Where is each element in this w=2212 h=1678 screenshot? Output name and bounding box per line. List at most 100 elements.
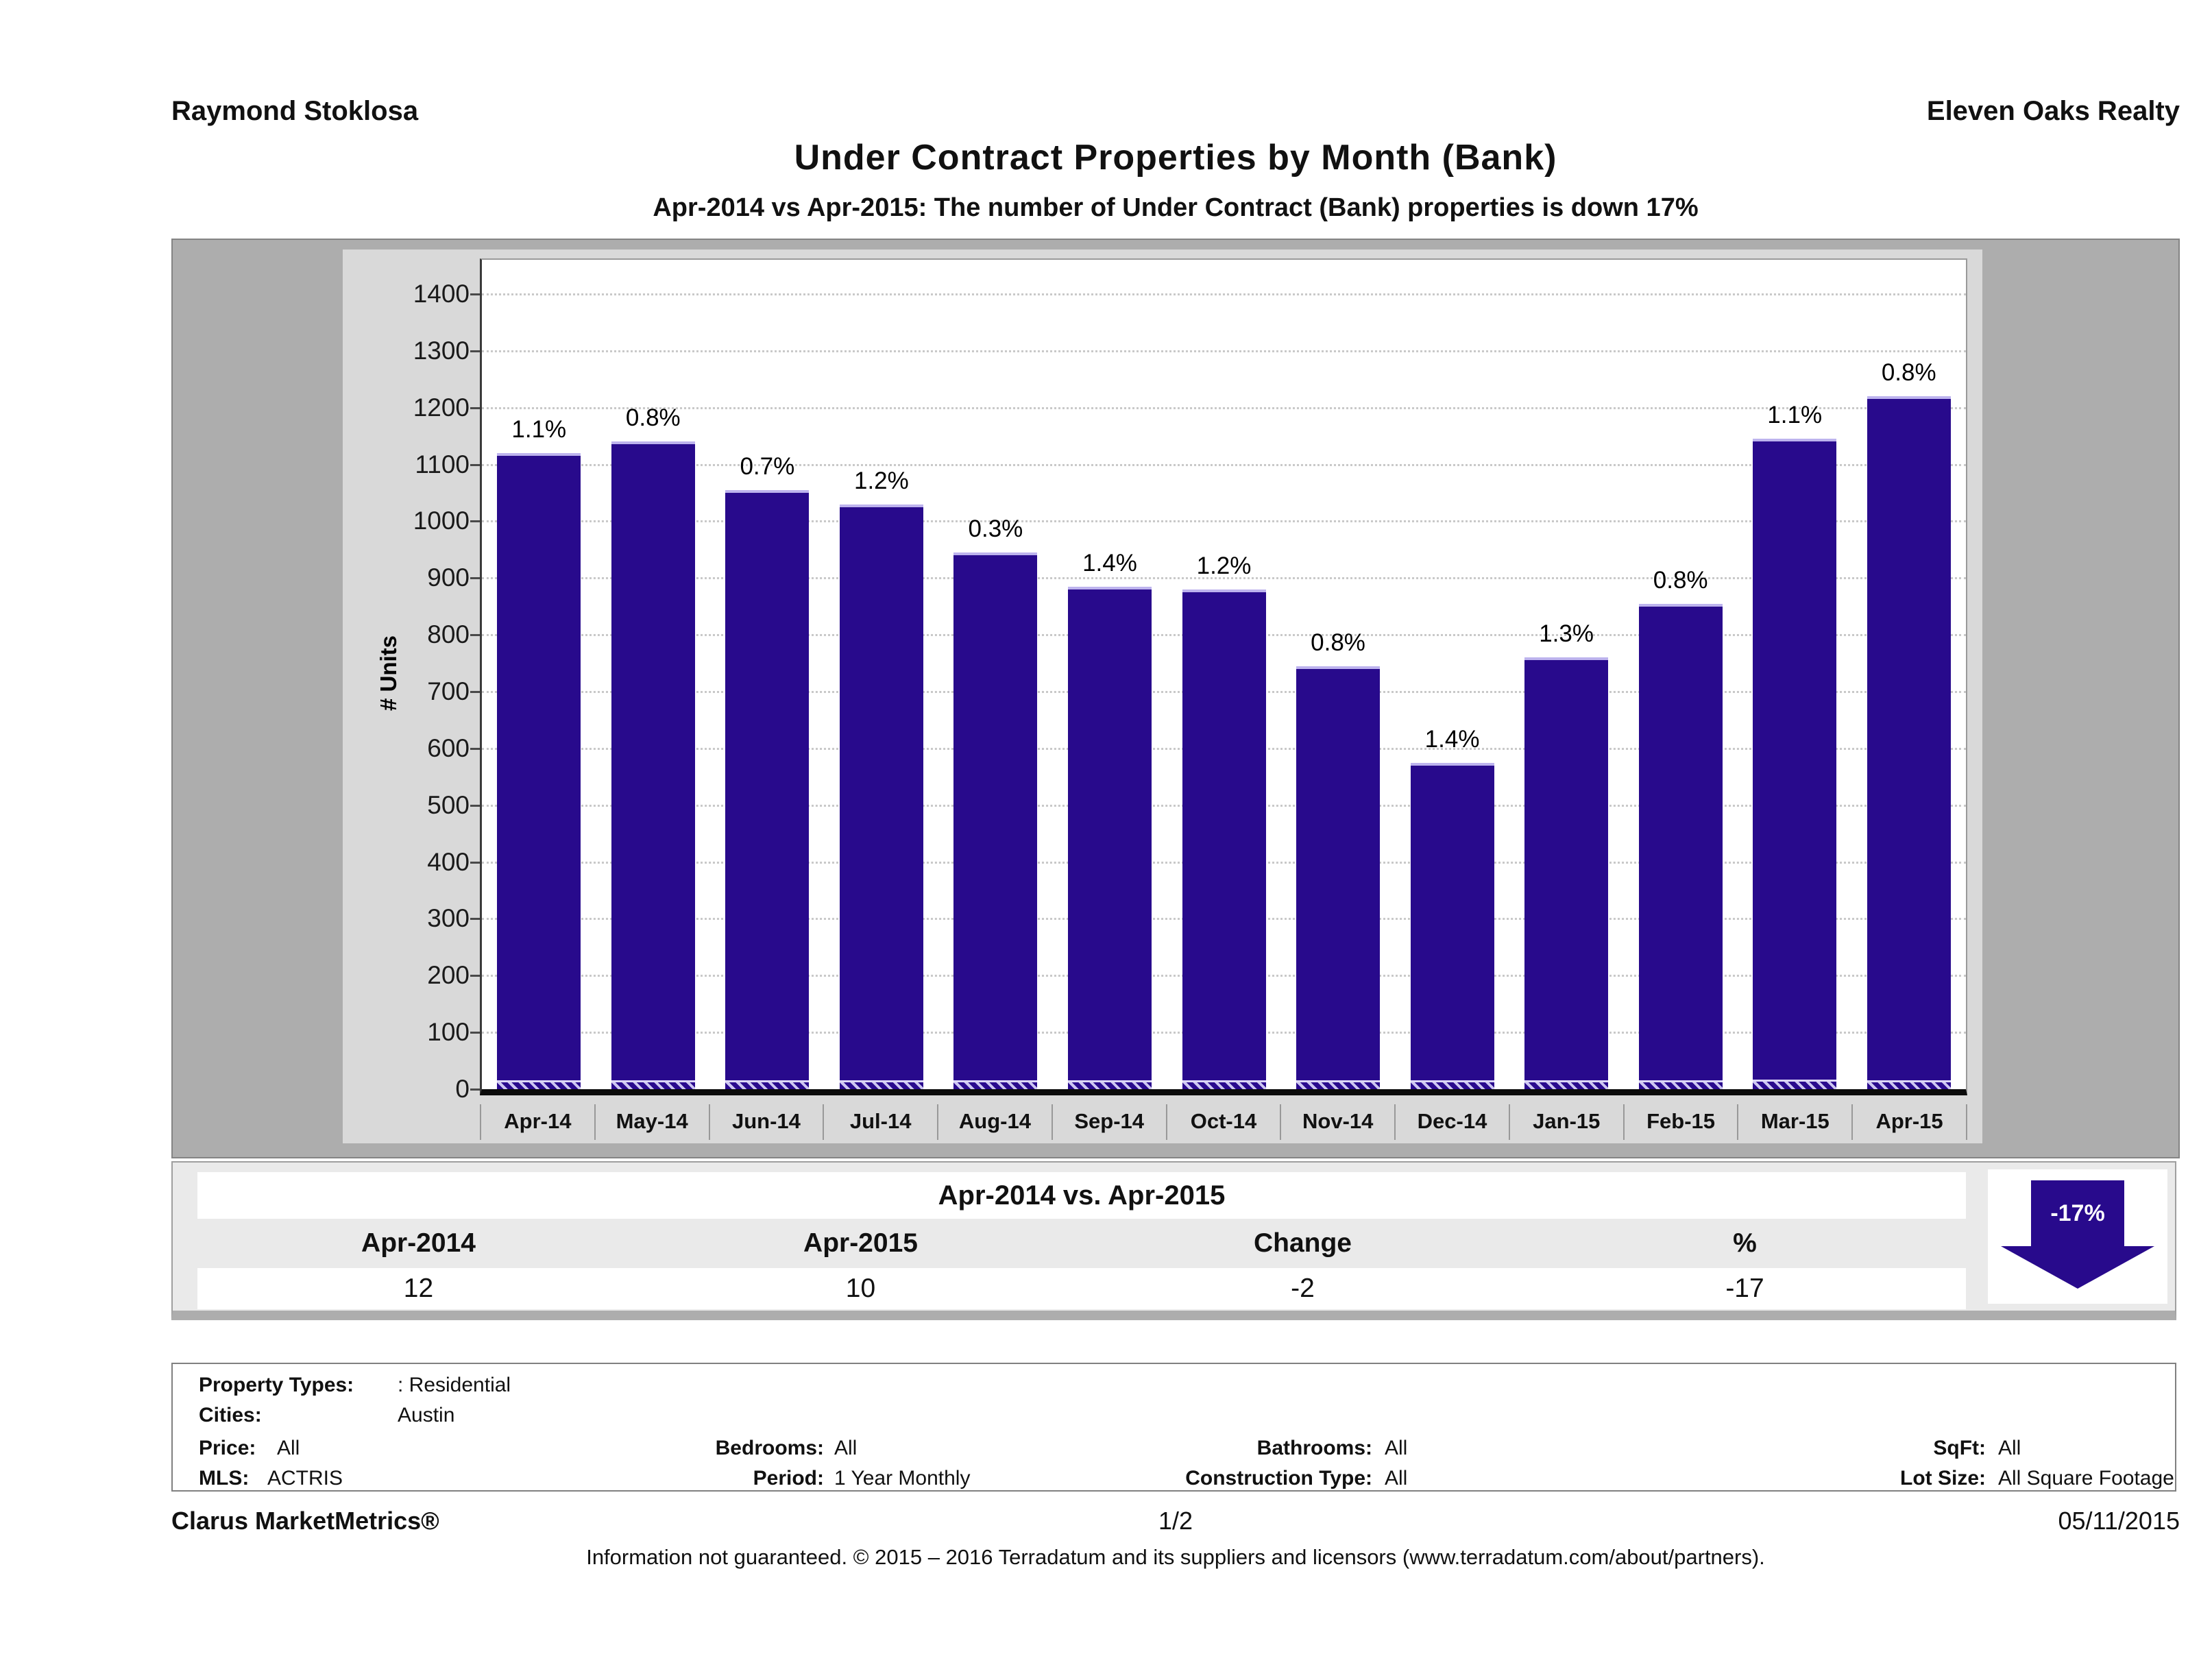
price-label: Price: (199, 1437, 256, 1459)
bank-bar-segment (1296, 1080, 1381, 1089)
bar-percent-label: 0.8% (1653, 567, 1708, 594)
bar (725, 490, 810, 1089)
y-tick-mark (470, 463, 480, 466)
bar (953, 552, 1038, 1089)
y-tick-mark (470, 1089, 480, 1091)
agent-name: Raymond Stoklosa (171, 96, 419, 126)
y-tick-label: 1400 (413, 280, 470, 308)
x-axis-label: Jan-15 (1508, 1104, 1623, 1140)
bar (1753, 439, 1837, 1089)
sqft-value: All (1998, 1437, 2021, 1459)
comparison-table: Apr-2014 vs. Apr-2015 Apr-2014 Apr-2015 Ch… (171, 1161, 2176, 1320)
footer-page-number: 1/2 (1158, 1507, 1193, 1535)
y-tick-mark (470, 804, 480, 807)
bar (839, 504, 923, 1089)
x-axis-label: Apr-15 (1851, 1104, 1967, 1140)
bar (1638, 604, 1723, 1089)
x-axis-label: Jun-14 (708, 1104, 823, 1140)
y-tick-label: 1100 (415, 450, 470, 478)
bank-bar-segment (1638, 1080, 1723, 1089)
bar (497, 453, 581, 1089)
bathrooms-value: All (1385, 1437, 1408, 1459)
x-axis-label: Nov-14 (1280, 1104, 1394, 1140)
chart-container: # Units 0 100 200 300 400 500 600 700 800 900 1000… (171, 239, 2180, 1158)
bank-bar-segment (611, 1080, 695, 1089)
x-axis-label: Dec-14 (1394, 1104, 1509, 1140)
y-tick-mark (470, 1032, 480, 1034)
y-tick-mark (470, 861, 480, 864)
down-arrow-tip-icon (2001, 1246, 2154, 1289)
bar-percent-label: 1.2% (853, 467, 909, 494)
y-tick-mark (470, 918, 480, 921)
lot-size-value: All Square Footage (1998, 1467, 2174, 1489)
cities-label: Cities: (199, 1404, 262, 1426)
y-tick-mark (470, 350, 480, 352)
company-name: Eleven Oaks Realty (1926, 96, 2180, 126)
y-tick-mark (470, 406, 480, 409)
bank-bar-segment (953, 1080, 1038, 1089)
table-column-header: Apr-2014 (361, 1228, 476, 1258)
criteria-row-2: MLS: ACTRIS Period: 1 Year Monthly Const… (173, 1467, 2175, 1494)
bank-bar-segment (1753, 1080, 1837, 1089)
table-cell-value: -2 (1291, 1274, 1315, 1303)
table-column-header: Apr-2015 (803, 1228, 918, 1258)
x-axis-label: Apr-14 (480, 1104, 594, 1140)
y-tick-label: 600 (427, 733, 470, 762)
change-indicator: -17% (1988, 1169, 2167, 1304)
y-tick-label: 300 (427, 904, 470, 933)
bedrooms-label: Bedrooms: (715, 1437, 824, 1459)
gridline (482, 406, 1966, 409)
x-axis-label: Mar-15 (1737, 1104, 1851, 1140)
bar (1524, 657, 1609, 1089)
gridline (482, 463, 1966, 466)
bedrooms-value: All (834, 1437, 858, 1459)
y-tick-mark (470, 975, 480, 977)
mls-label: MLS: (199, 1467, 250, 1489)
plot-area: 0 100 200 300 400 500 600 700 800 900 1000 1100 1200… (413, 258, 1967, 1103)
y-tick-label: 900 (427, 563, 470, 592)
down-arrow-icon: -17% (2031, 1180, 2124, 1246)
bank-bar-segment (1067, 1080, 1152, 1089)
gridline (482, 520, 1966, 523)
x-axis-labels: Apr-14 May-14 Jun-14 Jul-14 Aug-14 Sep-14 Oct-… (480, 1104, 1967, 1140)
period-label: Period: (753, 1467, 824, 1489)
bank-bar-segment (1410, 1080, 1494, 1089)
chart-panel: # Units 0 100 200 300 400 500 600 700 800 900 1000… (343, 250, 1982, 1143)
y-tick-label: 500 (427, 790, 470, 819)
y-tick-label: 1200 (413, 393, 470, 422)
y-tick-mark (470, 691, 480, 693)
lot-size-label: Lot Size: (1900, 1467, 1986, 1489)
table-cell-value: -17 (1725, 1274, 1764, 1303)
bank-bar-segment (497, 1080, 581, 1089)
gridline (482, 577, 1966, 580)
y-tick-mark (470, 577, 480, 580)
bathrooms-label: Bathrooms: (1256, 1437, 1372, 1459)
search-criteria-box: Property Types: : Residential Cities: Au… (171, 1363, 2176, 1492)
bank-bar-segment (725, 1080, 810, 1089)
bar-percent-label: 1.1% (511, 416, 567, 443)
x-axis-label: May-14 (594, 1104, 709, 1140)
bar-percent-label: 0.3% (968, 515, 1023, 542)
y-tick-label: 1000 (413, 507, 470, 535)
bar-percent-label: 1.4% (1424, 726, 1480, 753)
footer-date: 05/11/2015 (2058, 1507, 2180, 1535)
gridline (482, 293, 1966, 295)
bank-bar-segment (839, 1080, 923, 1089)
page-subtitle: Apr-2014 vs Apr-2015: The number of Unde… (653, 193, 1699, 222)
gridline (482, 350, 1966, 352)
sqft-label: SqFt: (1933, 1437, 1986, 1459)
cities-value: Austin (398, 1404, 455, 1426)
mls-value: ACTRIS (267, 1467, 343, 1489)
bar (1867, 396, 1951, 1089)
bar (1296, 666, 1381, 1089)
table-column-header: % (1733, 1228, 1757, 1258)
x-axis-label: Jul-14 (823, 1104, 937, 1140)
y-axis-title: # Units (376, 635, 401, 712)
bar-percent-label: 0.8% (625, 404, 681, 431)
y-tick-mark (470, 634, 480, 637)
criteria-row-1: Price: All Bedrooms: All Bathrooms: All … (173, 1437, 2175, 1464)
y-tick-mark (470, 293, 480, 295)
y-tick-mark (470, 747, 480, 750)
table-cell-value: 12 (403, 1274, 434, 1303)
x-axis-label: Feb-15 (1622, 1104, 1738, 1140)
